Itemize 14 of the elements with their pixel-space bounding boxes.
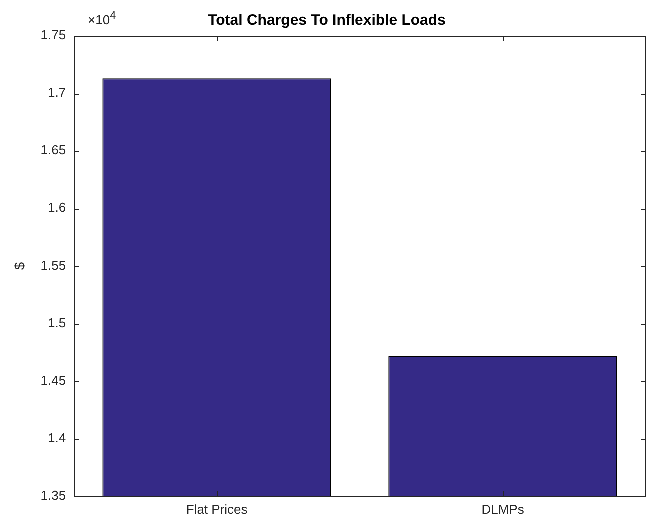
y-tick-label: 1.7 (48, 85, 66, 100)
x-tick-label: Flat Prices (186, 502, 248, 517)
y-tick-label: 1.55 (40, 258, 66, 273)
y-tick-label: 1.75 (40, 28, 66, 43)
y-tick-label: 1.65 (40, 142, 66, 158)
text: ×10$^{4}$ (88, 10, 116, 28)
y-tick-label: 1.5 (48, 315, 66, 330)
y-tick-label: 1.6 (48, 200, 66, 216)
y-tick-label: 1.45 (40, 372, 66, 388)
chart-title: Total Charges To Inflexible Loads (208, 12, 446, 30)
y-tick-label: 1.4 (48, 430, 66, 446)
y-axis-title: $ (11, 262, 28, 270)
x-tick-label: DLMPs (482, 502, 525, 517)
y-tick-label: 1.35 (40, 488, 66, 503)
